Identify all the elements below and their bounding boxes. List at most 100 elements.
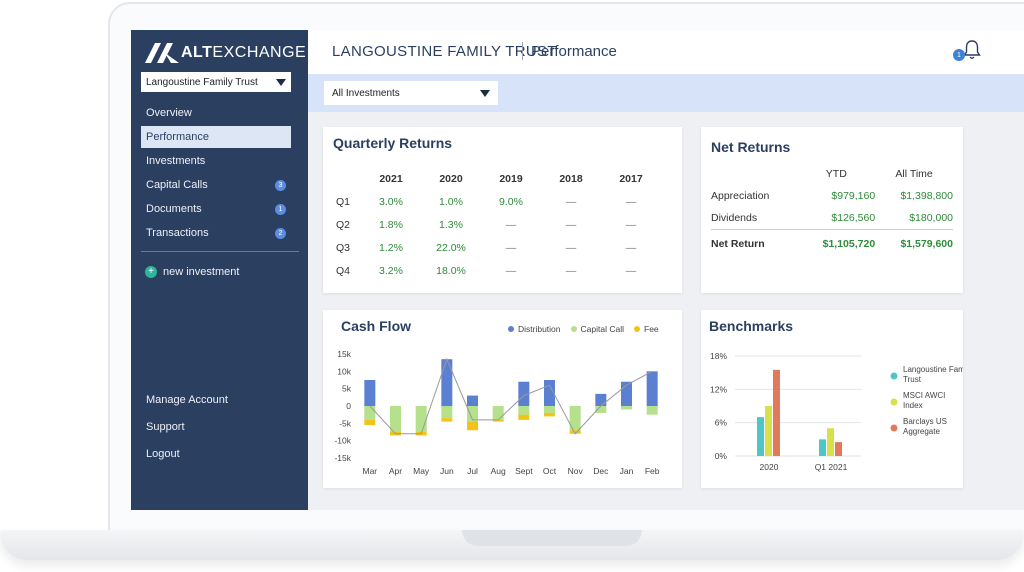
card-title: Benchmarks	[709, 318, 794, 334]
new-investment-button[interactable]: + new investment	[145, 266, 239, 278]
sidebar-item-overview[interactable]: Overview	[141, 102, 291, 124]
logo-mark-icon	[145, 43, 179, 63]
bar-capital-call	[492, 406, 504, 420]
table-row: Q4 3.2% 18.0% — — —	[331, 259, 661, 282]
table-cell: —	[505, 264, 517, 277]
x-tick-label: Oct	[543, 466, 557, 476]
bar-distribution	[595, 393, 607, 406]
sidebar-nav: Overview Performance Investments Capital…	[141, 102, 291, 246]
card-title: Quarterly Returns	[333, 135, 453, 151]
column-header: 2017	[619, 172, 643, 185]
trust-select[interactable]: Langoustine Family Trust	[141, 72, 291, 92]
breadcrumb-page: Performance	[531, 43, 617, 60]
bar-fee	[492, 419, 504, 422]
cash-flow-chart: 15k 10k 5k 0 -5k -10k -15k Mar Apr May Jun Jul Aug Se…	[334, 349, 659, 476]
sidebar-item-capital-calls[interactable]: Capital Calls 3	[141, 174, 291, 196]
bar-capital-call	[467, 406, 478, 422]
row-label: Q3	[336, 241, 351, 254]
card-title: Cash Flow	[341, 318, 412, 334]
sidebar-item-investments[interactable]: Investments	[141, 150, 291, 172]
bar-distribution	[621, 381, 632, 406]
manage-account-link[interactable]: Manage Account	[146, 394, 228, 406]
logo-exchange: EXCHANGE	[212, 44, 307, 61]
table-cell: 1.2%	[379, 241, 403, 254]
legend-label: Index	[903, 401, 923, 410]
bar-capital-call	[621, 406, 632, 410]
table-cell: 3.0%	[379, 195, 403, 208]
net-returns-card: Net Returns YTD All Time Appreciation $9…	[701, 127, 963, 293]
sidebar-item-label: Overview	[146, 107, 192, 119]
sidebar: ALTEXCHANGE Langoustine Family Trust Ove…	[131, 30, 308, 510]
bar-distribution	[467, 395, 478, 406]
x-tick-label: Dec	[593, 466, 609, 476]
sidebar-item-documents[interactable]: Documents 1	[141, 198, 291, 220]
total-row: Net Return $1,105,720 $1,579,600	[711, 228, 953, 259]
x-tick-label: May	[413, 466, 430, 476]
support-link[interactable]: Support	[146, 421, 185, 433]
investment-filter-select[interactable]: All Investments	[324, 81, 498, 105]
x-tick-label: Aug	[491, 466, 506, 476]
table-row: Q2 1.8% 1.3% — — —	[331, 213, 661, 236]
legend-swatch	[890, 424, 898, 432]
dropdown-arrow-icon	[276, 78, 286, 86]
page-title: LANGOUSTINE FAMILY TRUST	[332, 43, 557, 60]
benchmarks-chart: 18% 12% 6% 0% 2020 Q1 2021 Langoustine FamilyT…	[710, 351, 963, 472]
table-cell: —	[565, 195, 577, 208]
bar-capital-call	[364, 406, 376, 420]
filter-select-value: All Investments	[332, 87, 400, 99]
column-header: 2020	[439, 172, 463, 185]
count-badge: 3	[275, 179, 286, 191]
table-cell: $1,398,800	[900, 190, 953, 202]
app-screen: ALTEXCHANGE Langoustine Family Trust Ove…	[131, 30, 1024, 510]
sidebar-item-label: Investments	[146, 155, 206, 167]
table-cell: —	[625, 264, 637, 277]
legend-swatch	[570, 326, 577, 332]
row-label: Q4	[336, 264, 351, 277]
cash-flow-card: Cash Flow Distribution Capital Call Fee …	[323, 310, 682, 488]
altexchange-logo[interactable]: ALTEXCHANGE	[145, 42, 306, 64]
plus-icon: +	[145, 266, 157, 278]
laptop-notch	[462, 530, 642, 546]
table-cell: $126,560	[831, 211, 876, 224]
new-investment-label: new investment	[163, 266, 240, 278]
bar-distribution	[441, 359, 453, 406]
table-cell: —	[505, 218, 517, 231]
bell-icon[interactable]	[960, 38, 984, 62]
column-header: 2019	[499, 172, 523, 185]
logout-link[interactable]: Logout	[146, 448, 180, 460]
table-cell: 1.8%	[379, 218, 403, 231]
trust-select-value: Langoustine Family Trust	[146, 76, 258, 88]
sidebar-item-transactions[interactable]: Transactions 2	[141, 222, 291, 244]
x-tick-label: Nov	[568, 466, 584, 476]
x-tick-label: Mar	[363, 466, 378, 476]
legend-swatch	[634, 326, 640, 332]
table-row: Appreciation $979,160 $1,398,800	[711, 185, 953, 207]
bar-capital-call	[518, 406, 530, 415]
net-cash-flow-line	[369, 357, 653, 435]
bar-fee	[569, 430, 581, 434]
sidebar-item-performance[interactable]: Performance	[141, 126, 291, 148]
y-tick-label: 6%	[715, 418, 728, 428]
table-cell: 1.3%	[439, 218, 463, 231]
y-tick-label: 18%	[710, 351, 727, 361]
count-badge: 1	[275, 203, 286, 215]
bar-distribution	[646, 371, 658, 406]
bar-capital-call	[544, 406, 555, 413]
bar-benchmark	[835, 442, 842, 456]
sidebar-item-label: Transactions	[146, 227, 209, 239]
x-tick-label: Apr	[389, 466, 402, 476]
legend-label: Aggregate	[903, 427, 940, 436]
bar-benchmark	[827, 428, 834, 456]
card-title: Net Returns	[711, 139, 791, 155]
benchmarks-card: Benchmarks 18% 12% 6% 0% 2020 Q1 2021 Langoust…	[701, 310, 963, 488]
dropdown-arrow-icon	[480, 89, 490, 97]
table-row: Q1 3.0% 1.0% 9.0% — —	[331, 190, 661, 213]
x-tick-label: Jun	[440, 466, 454, 476]
sidebar-bottom-nav: Manage Account Support Logout	[146, 394, 228, 475]
column-header: 2021	[379, 172, 403, 185]
net-returns-table: YTD All Time Appreciation $979,160 $1,39…	[711, 163, 953, 259]
bar-capital-call	[441, 406, 453, 419]
y-tick-label: 5k	[342, 384, 352, 394]
y-tick-label: 10k	[337, 366, 351, 376]
table-cell: 3.2%	[379, 264, 403, 277]
